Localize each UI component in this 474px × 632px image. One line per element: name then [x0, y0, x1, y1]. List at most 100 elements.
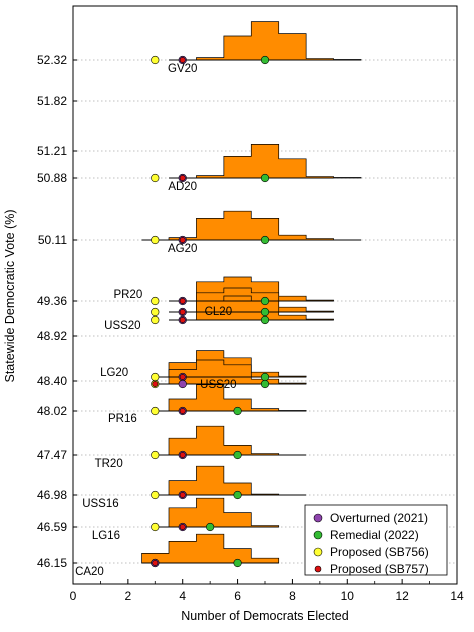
election-label: CL20 [205, 306, 233, 318]
point-proposed-sb757 [179, 491, 186, 498]
legend: Overturned (2021) Remedial (2022) Proposed… [304, 504, 448, 576]
y-tick-label: 50.88 [37, 171, 67, 185]
point-proposed-sb757 [179, 523, 186, 530]
y-tick-label: 52.32 [37, 53, 67, 67]
histogram-pr16 [168, 384, 307, 412]
x-tick-label: 2 [125, 589, 132, 603]
point-proposed-sb757 [179, 373, 186, 380]
point-proposed-sb757 [152, 559, 159, 566]
legend-label: Proposed (SB757) [330, 562, 429, 576]
histogram-ag20 [168, 210, 334, 241]
point-remedial [233, 450, 242, 460]
point-remedial [206, 522, 215, 532]
point-proposed-sb756 [151, 235, 160, 245]
point-proposed-sb757 [179, 316, 186, 323]
y-axis-ticks: 52.32 51.82 51.21 50.88 50.11 49.36 48.92 48.40… [37, 53, 77, 570]
y-tick-label: 46.59 [37, 520, 67, 534]
histogram-tr20 [168, 425, 280, 456]
election-label: PR20 [113, 289, 142, 301]
point-remedial [260, 379, 270, 389]
legend-marker-overturned [313, 513, 323, 523]
point-proposed-sb756 [151, 55, 160, 65]
histograms [141, 21, 362, 564]
x-tick-label: 10 [341, 589, 355, 603]
y-axis-label: Statewide Democratic Vote (%) [3, 210, 17, 383]
election-label: AD20 [168, 181, 197, 193]
election-label: GV20 [168, 63, 197, 75]
y-tick-label: 48.40 [37, 374, 67, 388]
x-tick-label: 8 [289, 589, 296, 603]
x-tick-label: 14 [450, 589, 464, 603]
histogram-uss16 [168, 465, 280, 496]
election-label: USS20 [200, 379, 236, 391]
y-tick-label: 48.02 [37, 404, 67, 418]
legend-label: Overturned (2021) [330, 511, 428, 525]
election-label: LG16 [92, 530, 120, 542]
point-remedial [260, 55, 270, 65]
election-label: AG20 [168, 243, 197, 255]
point-proposed-sb756 [151, 372, 160, 382]
histogram-gv20 [196, 21, 362, 61]
x-tick-label: 0 [70, 589, 77, 603]
legend-marker-remedial [313, 530, 323, 540]
legend-box [304, 504, 448, 576]
point-proposed-sb757 [179, 175, 186, 182]
point-proposed-sb757 [179, 237, 186, 244]
x-tick-label: 12 [395, 589, 409, 603]
point-remedial [260, 235, 270, 245]
election-label: CA20 [75, 566, 104, 578]
histogram-ad20 [196, 144, 362, 179]
point-proposed-sb757 [179, 407, 186, 414]
point-proposed-sb756 [151, 406, 160, 416]
point-proposed-sb756 [151, 490, 160, 500]
legend-marker-proposed-sb756 [313, 547, 323, 557]
y-tick-label: 46.15 [37, 556, 67, 570]
x-tick-label: 6 [234, 589, 241, 603]
point-proposed-sb757 [179, 308, 186, 315]
histogram-lg16 [168, 497, 280, 528]
x-tick-label: 4 [179, 589, 186, 603]
point-proposed-sb756 [151, 522, 160, 532]
point-remedial [233, 406, 242, 416]
y-tick-label: 48.92 [37, 329, 67, 343]
y-tick-label: 47.47 [37, 448, 67, 462]
x-axis-label: Number of Democrats Elected [181, 609, 348, 623]
point-proposed-sb757 [179, 297, 186, 304]
legend-label: Proposed (SB756) [330, 545, 429, 559]
histogram-uss20 [168, 359, 307, 385]
election-label: TR20 [95, 458, 123, 470]
election-label: PR16 [108, 413, 137, 425]
point-remedial [233, 558, 242, 568]
election-label: USS20 [104, 320, 140, 332]
range-lines [141, 59, 361, 564]
point-remedial [260, 173, 270, 183]
point-proposed-sb757 [179, 451, 186, 458]
y-tick-label: 51.21 [37, 144, 67, 158]
point-remedial [260, 307, 270, 317]
y-tick-label: 50.11 [38, 233, 67, 247]
point-proposed-sb757 [179, 56, 186, 63]
point-remedial [260, 372, 270, 382]
election-labels: GV20 AD20 AG20 PR20 CL20 USS20 LG20 USS20 PR16 TR… [75, 63, 237, 578]
plan-points [151, 55, 270, 568]
point-proposed-sb756 [151, 450, 160, 460]
point-proposed-sb756 [151, 296, 160, 306]
legend-marker-proposed-sb757 [314, 565, 322, 573]
point-proposed-sb756 [151, 173, 160, 183]
point-proposed-sb756 [151, 307, 160, 317]
point-remedial [260, 296, 270, 306]
point-remedial [260, 315, 270, 325]
point-proposed-sb756 [151, 315, 160, 325]
histogram-ca20 [141, 533, 280, 564]
point-remedial [233, 490, 242, 500]
y-tick-label: 49.36 [37, 294, 67, 308]
y-tick-label: 51.82 [37, 94, 67, 108]
x-axis-ticks: 0 2 4 6 8 10 12 14 [70, 579, 464, 603]
point-proposed-sb757 [152, 380, 159, 387]
point-overturned [178, 379, 187, 389]
election-label: LG20 [100, 367, 128, 379]
election-label: USS16 [82, 498, 118, 510]
y-tick-label: 46.98 [37, 488, 67, 502]
legend-label: Remedial (2022) [330, 528, 419, 542]
